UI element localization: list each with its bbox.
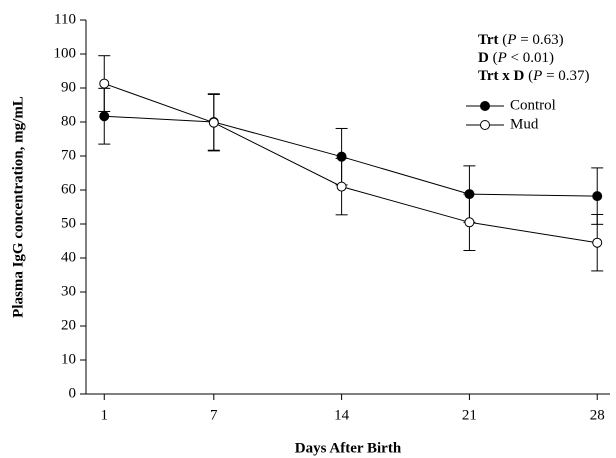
annotation-part: < 0.01) [507, 50, 554, 66]
annotation: Trt (P = 0.63) [478, 32, 564, 48]
y-tick-label: 90 [61, 79, 76, 95]
x-tick-label: 21 [462, 407, 477, 423]
x-tick-label: 1 [101, 407, 109, 423]
annotation-part: ( [524, 68, 533, 84]
y-tick-label: 10 [61, 351, 76, 367]
y-tick-label: 0 [69, 385, 77, 401]
marker [99, 111, 110, 122]
x-tick-label: 7 [210, 407, 218, 423]
legend-label: Control [510, 97, 556, 113]
y-tick-label: 70 [61, 147, 76, 163]
x-axis-title: Days After Birth [295, 440, 402, 456]
legend-label: Mud [510, 116, 539, 132]
annotation-part: = 0.37) [542, 68, 589, 84]
y-axis-title: Plasma IgG concentration, mg/mL [10, 96, 26, 318]
annotation-part: = 0.63) [516, 32, 563, 48]
marker [99, 78, 110, 89]
marker [208, 117, 219, 128]
annotation-part: ( [499, 32, 508, 48]
y-tick-label: 40 [61, 249, 76, 265]
annotation-part: P [506, 32, 516, 48]
annotation-part: Trt [478, 32, 499, 48]
x-tick-label: 28 [590, 407, 605, 423]
marker [592, 237, 603, 248]
annotation-part: D [478, 50, 489, 66]
y-tick-label: 80 [61, 113, 76, 129]
marker [592, 191, 603, 202]
annotation-part: ( [489, 50, 498, 66]
marker [464, 217, 475, 228]
x-tick-label: 14 [334, 407, 350, 423]
annotation-part: P [532, 68, 542, 84]
legend-marker [480, 101, 490, 111]
y-tick-label: 20 [61, 317, 76, 333]
annotation-part: Trt x D [478, 68, 525, 84]
marker [336, 181, 347, 192]
annotation-part: P [497, 50, 507, 66]
y-tick-label: 30 [61, 283, 76, 299]
legend-marker [480, 120, 490, 130]
annotation: D (P < 0.01) [478, 50, 554, 66]
annotation: Trt x D (P = 0.37) [478, 68, 590, 84]
y-tick-label: 50 [61, 215, 76, 231]
y-tick-label: 110 [54, 11, 76, 27]
y-tick-label: 100 [54, 45, 77, 61]
y-tick-label: 60 [61, 181, 76, 197]
